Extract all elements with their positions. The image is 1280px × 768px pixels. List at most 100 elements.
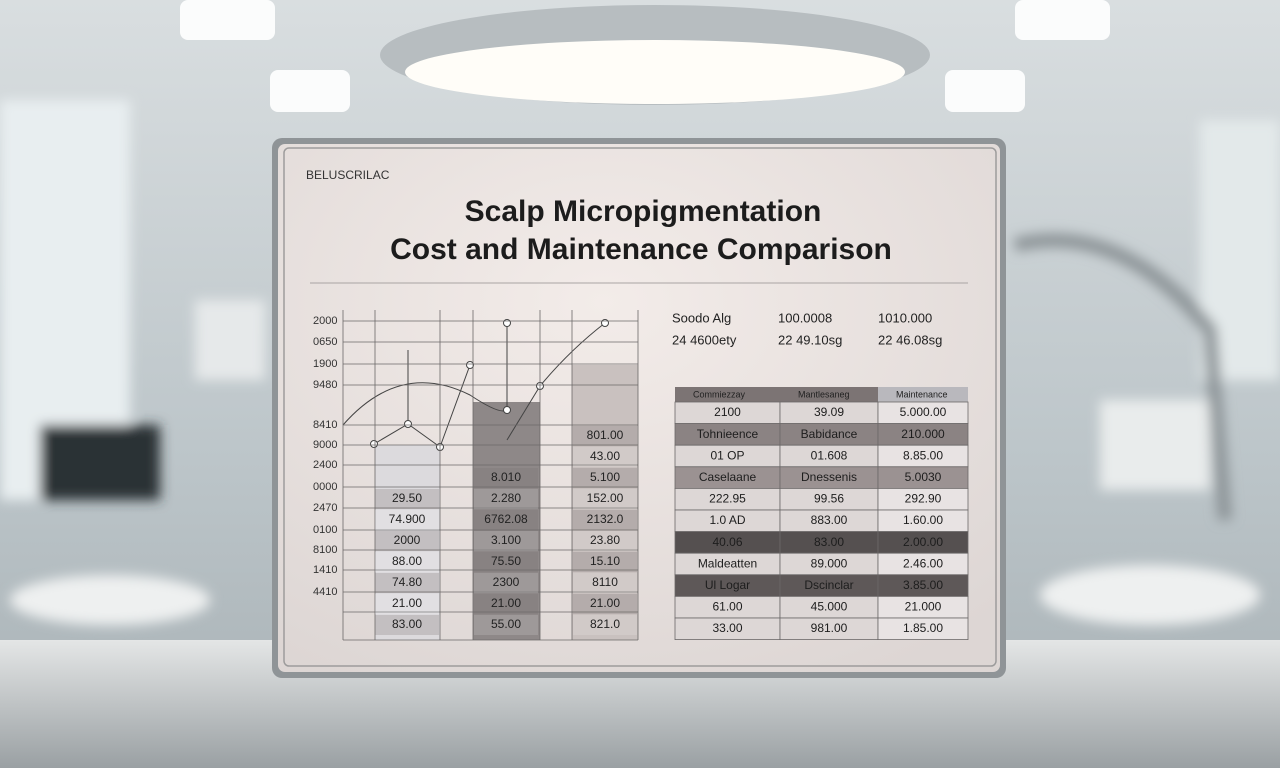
cell-text: Caselaane: [699, 470, 757, 484]
cell-text: Ul Logar: [705, 578, 750, 592]
cell-text: Tohnieence: [697, 427, 759, 441]
axis-label: 2470: [313, 502, 337, 514]
cell-text: 152.00: [587, 491, 624, 505]
cell-text: 45.000: [811, 600, 848, 614]
cell-text: 61.00: [712, 600, 742, 614]
cell: [474, 468, 538, 488]
cell: [573, 615, 637, 635]
cell: [474, 615, 538, 635]
cell: [573, 489, 637, 509]
axis-label: 2000: [313, 315, 337, 327]
info-text: Soodo Alg: [672, 310, 731, 325]
cell-text: 23.80: [590, 533, 620, 547]
lamp-glow: [405, 40, 905, 104]
header-text: Mantlesaneg: [798, 389, 850, 399]
cell: [573, 426, 637, 446]
cell-text: Dnessenis: [801, 470, 857, 484]
info-text: 24 4600ety: [672, 332, 737, 347]
cell-text: 74.900: [389, 512, 426, 526]
cell-text: 5.000.00: [900, 405, 947, 419]
cell-text: 210.000: [901, 427, 945, 441]
cell-text: 821.0: [590, 617, 620, 631]
info-text: 22 49.10sg: [778, 332, 842, 347]
cell-text: 2.46.00: [903, 556, 943, 570]
info-text: 100.0008: [778, 310, 832, 325]
cell-text: 5.100: [590, 470, 620, 484]
header-text: Maintenance: [896, 389, 948, 399]
axis-label: 2400: [313, 459, 337, 471]
cell-text: 1.60.00: [903, 513, 943, 527]
cell-text: 883.00: [811, 513, 848, 527]
cell: [375, 489, 439, 509]
cell: [474, 594, 538, 614]
ceiling-light: [180, 0, 275, 40]
cell: [474, 489, 538, 509]
header-text: Commiezzay: [693, 389, 746, 399]
cell-text: 99.56: [814, 492, 844, 506]
cell-text: 83.00: [392, 617, 422, 631]
cell-text: 5.0030: [905, 470, 942, 484]
cell-text: 40.06: [712, 535, 742, 549]
cell-text: 2132.0: [587, 512, 624, 526]
cell-text: 15.10: [590, 554, 620, 568]
cell: [573, 447, 637, 467]
cell-text: 292.90: [905, 492, 942, 506]
cell-text: 2.280: [491, 491, 521, 505]
right-panel: Soodo Alg 100.0008 1010.000 24 4600ety 22 49…: [672, 310, 969, 641]
cell-text: 88.00: [392, 554, 422, 568]
cell-text: 21.00: [392, 596, 422, 610]
cell-text: 55.00: [491, 617, 521, 631]
cell: [573, 594, 637, 614]
cell-text: Maldeatten: [698, 556, 757, 570]
cell: [375, 573, 439, 593]
cell-text: 83.00: [814, 535, 844, 549]
cell-text: 89.000: [811, 556, 848, 570]
cell-text: Dscinclar: [804, 578, 853, 592]
cell-text: 2100: [714, 405, 741, 419]
title: Scalp Micropigmentation: [465, 195, 822, 228]
cell-text: 6762.08: [484, 512, 528, 526]
cell-text: 981.00: [811, 621, 848, 635]
cell-text: 43.00: [590, 449, 620, 463]
cell-text: 3.100: [491, 533, 521, 547]
cell: [474, 531, 538, 551]
cell: [474, 510, 538, 530]
cell-text: 8110: [592, 575, 618, 589]
axis-label: 1900: [313, 358, 337, 370]
ceiling-light: [1015, 0, 1110, 40]
cell-text: 33.00: [712, 621, 742, 635]
cell-text: 3.85.00: [903, 578, 943, 592]
cell: [375, 615, 439, 635]
header-cell: [878, 387, 968, 402]
cell-text: 1.85.00: [903, 621, 943, 635]
info-text: 1010.000: [878, 310, 932, 325]
cell-text: 1.0 AD: [709, 513, 745, 527]
ceiling-light: [270, 70, 350, 112]
brand: BELUSCRILAC: [306, 168, 390, 182]
ceiling-light: [945, 70, 1025, 112]
cell-text: 2300: [493, 575, 520, 589]
cell-text: 01.608: [811, 448, 848, 462]
cell-text: 2.00.00: [903, 535, 943, 549]
header-cell: [675, 387, 780, 402]
axis-label: 1410: [313, 564, 337, 576]
cell: [375, 594, 439, 614]
cell: [877, 617, 969, 641]
cell: [573, 573, 637, 593]
axis-label: 9000: [313, 439, 337, 451]
cell-text: 222.95: [709, 492, 746, 506]
cell: [573, 552, 637, 572]
axis-label: 0100: [313, 524, 337, 536]
cell: [474, 552, 538, 572]
cell-text: 39.09: [814, 405, 844, 419]
axis-label: 4410: [313, 586, 337, 598]
cell-text: 21.000: [905, 600, 942, 614]
cell-text: 75.50: [491, 554, 521, 568]
axis-label: 0000: [313, 481, 337, 493]
cell-text: 21.00: [491, 596, 521, 610]
cell: [573, 510, 637, 530]
axis-label: 0650: [313, 336, 337, 348]
cell-text: 74.80: [392, 575, 422, 589]
title: Cost and Maintenance Comparison: [390, 233, 892, 266]
